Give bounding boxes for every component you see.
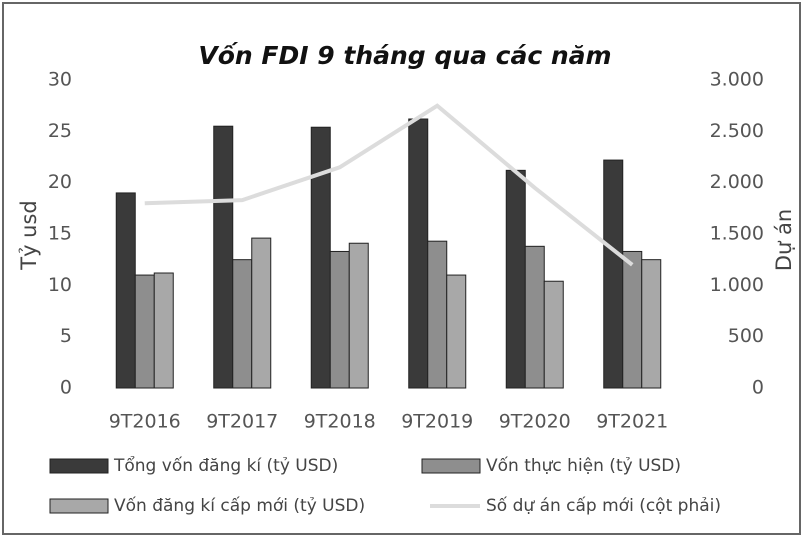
y-tick-label: 0 [60, 377, 72, 399]
bar [505, 169, 526, 389]
y2-tick-label: 1.000 [710, 274, 764, 296]
bar [115, 192, 136, 389]
y2-tick-label: 2.500 [710, 120, 764, 142]
bar [427, 240, 448, 389]
x-tick-label: 9T2019 [401, 411, 473, 433]
bar [622, 250, 643, 389]
y2-tick-label: 500 [728, 325, 764, 347]
y-tick-label: 20 [48, 171, 72, 193]
legend-swatch [49, 458, 109, 474]
bar [251, 237, 272, 389]
legend-label: Tổng vốn đăng kí (tỷ USD) [113, 455, 338, 476]
y-tick-label: 10 [48, 274, 72, 296]
bar [446, 274, 467, 389]
bar [310, 126, 331, 389]
legend-label: Vốn thực hiện (tỷ USD) [486, 455, 681, 476]
y2-tick-label: 3.000 [710, 69, 764, 91]
y2-tick-label: 0 [752, 377, 764, 399]
y2-tick-label: 2.000 [710, 171, 764, 193]
bar [134, 274, 155, 389]
y-tick-label: 30 [48, 69, 72, 91]
bar [329, 250, 350, 389]
y2-tick-label: 1.500 [710, 223, 764, 245]
chart-title: Vốn FDI 9 tháng qua các năm [198, 41, 611, 70]
bar [348, 242, 369, 389]
bar [603, 159, 624, 389]
y-tick-label: 25 [48, 120, 72, 142]
bar [153, 272, 174, 389]
bar [543, 280, 564, 389]
bar [524, 245, 545, 389]
bar [408, 118, 429, 389]
x-tick-label: 9T2018 [304, 411, 376, 433]
legend-label: Vốn đăng kí cấp mới (tỷ USD) [114, 495, 365, 516]
bar [232, 259, 253, 389]
legend-swatch [421, 458, 481, 474]
x-tick-label: 9T2017 [206, 411, 278, 433]
legend-label: Số dự án cấp mới (cột phải) [486, 495, 721, 516]
x-tick-label: 9T2016 [109, 411, 181, 433]
bar [641, 259, 662, 389]
y-axis-label: Tỷ usd [17, 200, 41, 271]
y2-axis-label: Dự án [772, 209, 796, 271]
bar [213, 125, 234, 389]
line [144, 103, 634, 267]
y-tick-label: 15 [48, 223, 72, 245]
x-tick-label: 9T2021 [596, 411, 668, 433]
y-tick-label: 5 [60, 325, 72, 347]
x-tick-label: 9T2020 [499, 411, 571, 433]
legend-swatch [49, 498, 109, 514]
